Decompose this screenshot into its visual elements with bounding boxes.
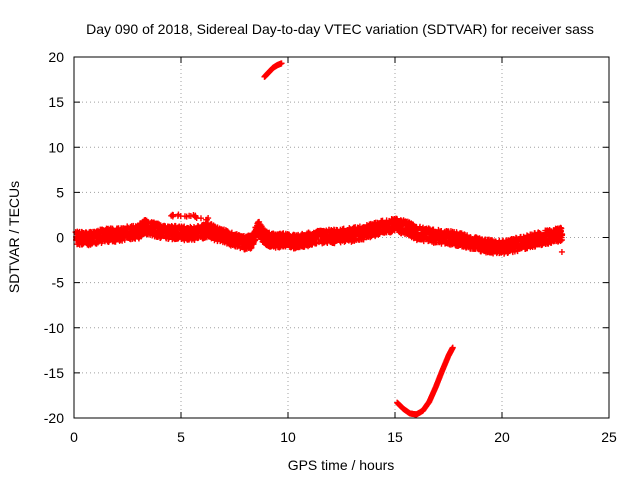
y-tick-label: -15 (44, 365, 64, 381)
y-tick-label: -5 (52, 275, 65, 291)
y-tick-label: -10 (44, 320, 64, 336)
x-tick-label: 0 (70, 429, 78, 445)
y-tick-label: 10 (48, 139, 64, 155)
data-points (72, 60, 566, 418)
data-point (558, 248, 565, 255)
y-tick-label: 15 (48, 94, 64, 110)
series-sdtvar-band (72, 215, 566, 257)
chart-title: Day 090 of 2018, Sidereal Day-to-day VTE… (86, 21, 594, 37)
x-tick-label: 5 (177, 429, 185, 445)
x-tick-label: 10 (280, 429, 296, 445)
series-outlier (558, 248, 565, 255)
x-tick-label: 15 (387, 429, 403, 445)
x-tick-label: 25 (601, 429, 617, 445)
y-tick-label: -20 (44, 410, 64, 426)
y-tick-label: 0 (56, 230, 64, 246)
y-axis-label: SDTVAR / TECUs (6, 181, 22, 293)
x-tick-label: 20 (494, 429, 510, 445)
series-upper-segment (261, 60, 285, 80)
series-lower-dip (394, 344, 456, 418)
x-axis-label: GPS time / hours (288, 457, 395, 473)
y-tick-label: 20 (48, 49, 64, 65)
y-tick-label: 5 (56, 184, 64, 200)
series-raised-cluster (168, 211, 212, 223)
data-point (112, 238, 119, 245)
axis-ticks: 0 5 10 15 20 25 -20 -15 -10 -5 0 5 10 15 20 (44, 49, 617, 445)
